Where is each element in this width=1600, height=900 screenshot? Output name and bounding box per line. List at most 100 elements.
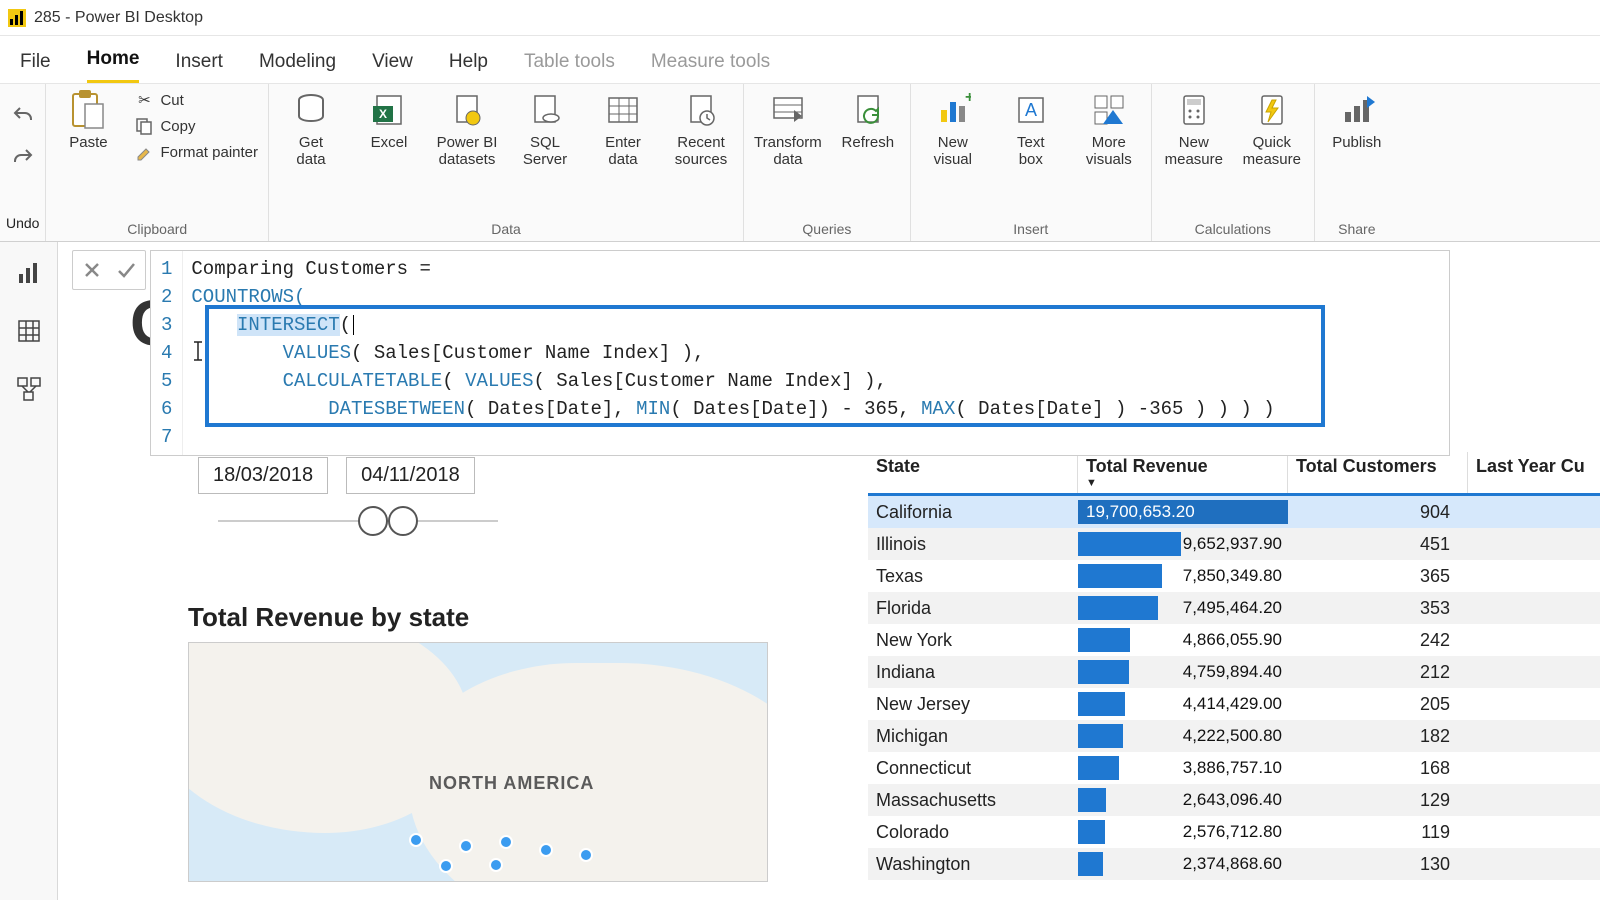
menu-measure-tools[interactable]: Measure tools [651,51,770,83]
report-canvas[interactable]: Co 1 2 3 4 5 6 7 Comparing Customers = [58,242,1600,900]
revenue-bar [1078,532,1181,556]
format-painter-button[interactable]: Format painter [134,142,258,162]
more-visuals-button[interactable]: More visuals [1077,90,1141,169]
gutter: 1 2 3 4 5 6 7 [151,251,183,455]
enter-data-button[interactable]: Enter data [591,90,655,169]
col-header-lastyear[interactable]: Last Year Cu [1468,452,1600,493]
table-row[interactable]: Illinois9,652,937.90451 [868,528,1600,560]
date-from-input[interactable]: 18/03/2018 [198,457,328,494]
map-bubble[interactable] [489,858,503,872]
col-header-revenue[interactable]: Total Revenue▼ [1078,452,1288,493]
code-lines[interactable]: Comparing Customers = COUNTROWS( INTERSE… [183,251,1449,455]
code-mid-5: ( [442,370,465,392]
excel-button[interactable]: XExcel [357,90,421,151]
menu-view[interactable]: View [372,51,413,83]
table-row[interactable]: New Jersey4,414,429.00205 [868,688,1600,720]
new-measure-button[interactable]: New measure [1162,90,1226,169]
table-row[interactable]: Washington2,374,868.60130 [868,848,1600,880]
map-bubble[interactable] [499,835,513,849]
menu-file[interactable]: File [20,51,51,83]
sql-server-button[interactable]: SQL Server [513,90,577,169]
report-view-button[interactable] [14,258,44,288]
menu-home[interactable]: Home [87,48,140,83]
paste-label: Paste [69,134,107,151]
pbi-ds-label: Power BI datasets [437,134,498,169]
table-row[interactable]: New York4,866,055.90242 [868,624,1600,656]
group-label-clipboard: Clipboard [127,221,187,239]
cell-revenue: 4,759,894.40 [1078,656,1288,688]
cell-state: Indiana [868,662,1078,683]
transform-data-button[interactable]: Transform data [754,90,822,169]
table-row[interactable]: Colorado2,576,712.80119 [868,816,1600,848]
model-view-button[interactable] [14,374,44,404]
app-logo-icon [8,9,26,27]
map-visual[interactable]: NORTH AMERICA [188,642,768,882]
dax-editor[interactable]: 1 2 3 4 5 6 7 Comparing Customers = COUN… [150,250,1450,456]
code-tail-5: ( Sales[Customer Name Index] ), [534,370,887,392]
text-box-button[interactable]: AText box [999,90,1063,169]
redo-button[interactable] [9,144,37,172]
undo-button[interactable] [9,102,37,130]
table-row[interactable]: Massachusetts2,643,096.40129 [868,784,1600,816]
table-row[interactable]: Texas7,850,349.80365 [868,560,1600,592]
powerbi-datasets-button[interactable]: Power BI datasets [435,90,499,169]
cut-button[interactable]: ✂Cut [134,90,258,110]
more-visuals-label: More visuals [1086,134,1132,169]
new-visual-button[interactable]: +New visual [921,90,985,169]
date-to-input[interactable]: 04/11/2018 [346,457,475,494]
revenue-value: 2,576,712.80 [1183,822,1282,842]
copy-button[interactable]: Copy [134,116,258,136]
nav-rail [0,242,58,900]
table-row[interactable]: Michigan4,222,500.80182 [868,720,1600,752]
table-row[interactable]: Florida7,495,464.20353 [868,592,1600,624]
cell-revenue: 4,414,429.00 [1078,688,1288,720]
revenue-value: 4,222,500.80 [1183,726,1282,746]
revenue-bar [1078,660,1129,684]
cell-customers: 129 [1288,790,1468,811]
revenue-bar [1078,852,1103,876]
map-bubble[interactable] [459,839,473,853]
get-data-button[interactable]: Get data [279,90,343,169]
slider-handle-to[interactable] [388,506,418,536]
refresh-button[interactable]: Refresh [836,90,900,151]
revenue-value: 4,414,429.00 [1183,694,1282,714]
menu-help[interactable]: Help [449,51,488,83]
formula-cancel-button[interactable] [77,255,107,285]
svg-text:A: A [1025,100,1037,120]
recent-icon [681,90,721,130]
data-view-button[interactable] [14,316,44,346]
cell-customers: 904 [1288,502,1468,523]
ribbon-group-insert: +New visual AText box More visuals Inser… [911,84,1152,241]
map-bubble[interactable] [439,859,453,873]
table-row[interactable]: Indiana4,759,894.40212 [868,656,1600,688]
map-bubble[interactable] [579,848,593,862]
recent-sources-button[interactable]: Recent sources [669,90,733,169]
col-header-state[interactable]: State [868,452,1078,493]
chart-icon: + [933,90,973,130]
table-row[interactable]: Connecticut3,886,757.10168 [868,752,1600,784]
table-visual[interactable]: State Total Revenue▼ Total Customers Las… [868,452,1600,880]
date-slider[interactable] [218,506,498,536]
quick-measure-button[interactable]: Quick measure [1240,90,1304,169]
publish-button[interactable]: Publish [1325,90,1389,151]
more-visuals-icon [1089,90,1129,130]
dataset-icon [447,90,487,130]
transform-icon [768,90,808,130]
table-row[interactable]: California19,700,653.20904 [868,496,1600,528]
col-header-customers[interactable]: Total Customers [1288,452,1468,493]
paste-button[interactable]: Paste [56,90,120,151]
date-slicer[interactable]: 18/03/2018 04/11/2018 [198,457,475,494]
map-bubble[interactable] [409,833,423,847]
menu-table-tools[interactable]: Table tools [524,51,615,83]
slider-handle-from[interactable] [358,506,388,536]
sql-icon [525,90,565,130]
group-label-calc: Calculations [1195,221,1271,239]
map-bubble[interactable] [539,843,553,857]
formula-commit-button[interactable] [111,255,141,285]
revenue-value: 7,495,464.20 [1183,598,1282,618]
table-header-row: State Total Revenue▼ Total Customers Las… [868,452,1600,496]
menu-modeling[interactable]: Modeling [259,51,336,83]
code-token-datesbetween: DATESBETWEEN [328,398,465,420]
menu-insert[interactable]: Insert [175,51,223,83]
refresh-label: Refresh [842,134,895,151]
